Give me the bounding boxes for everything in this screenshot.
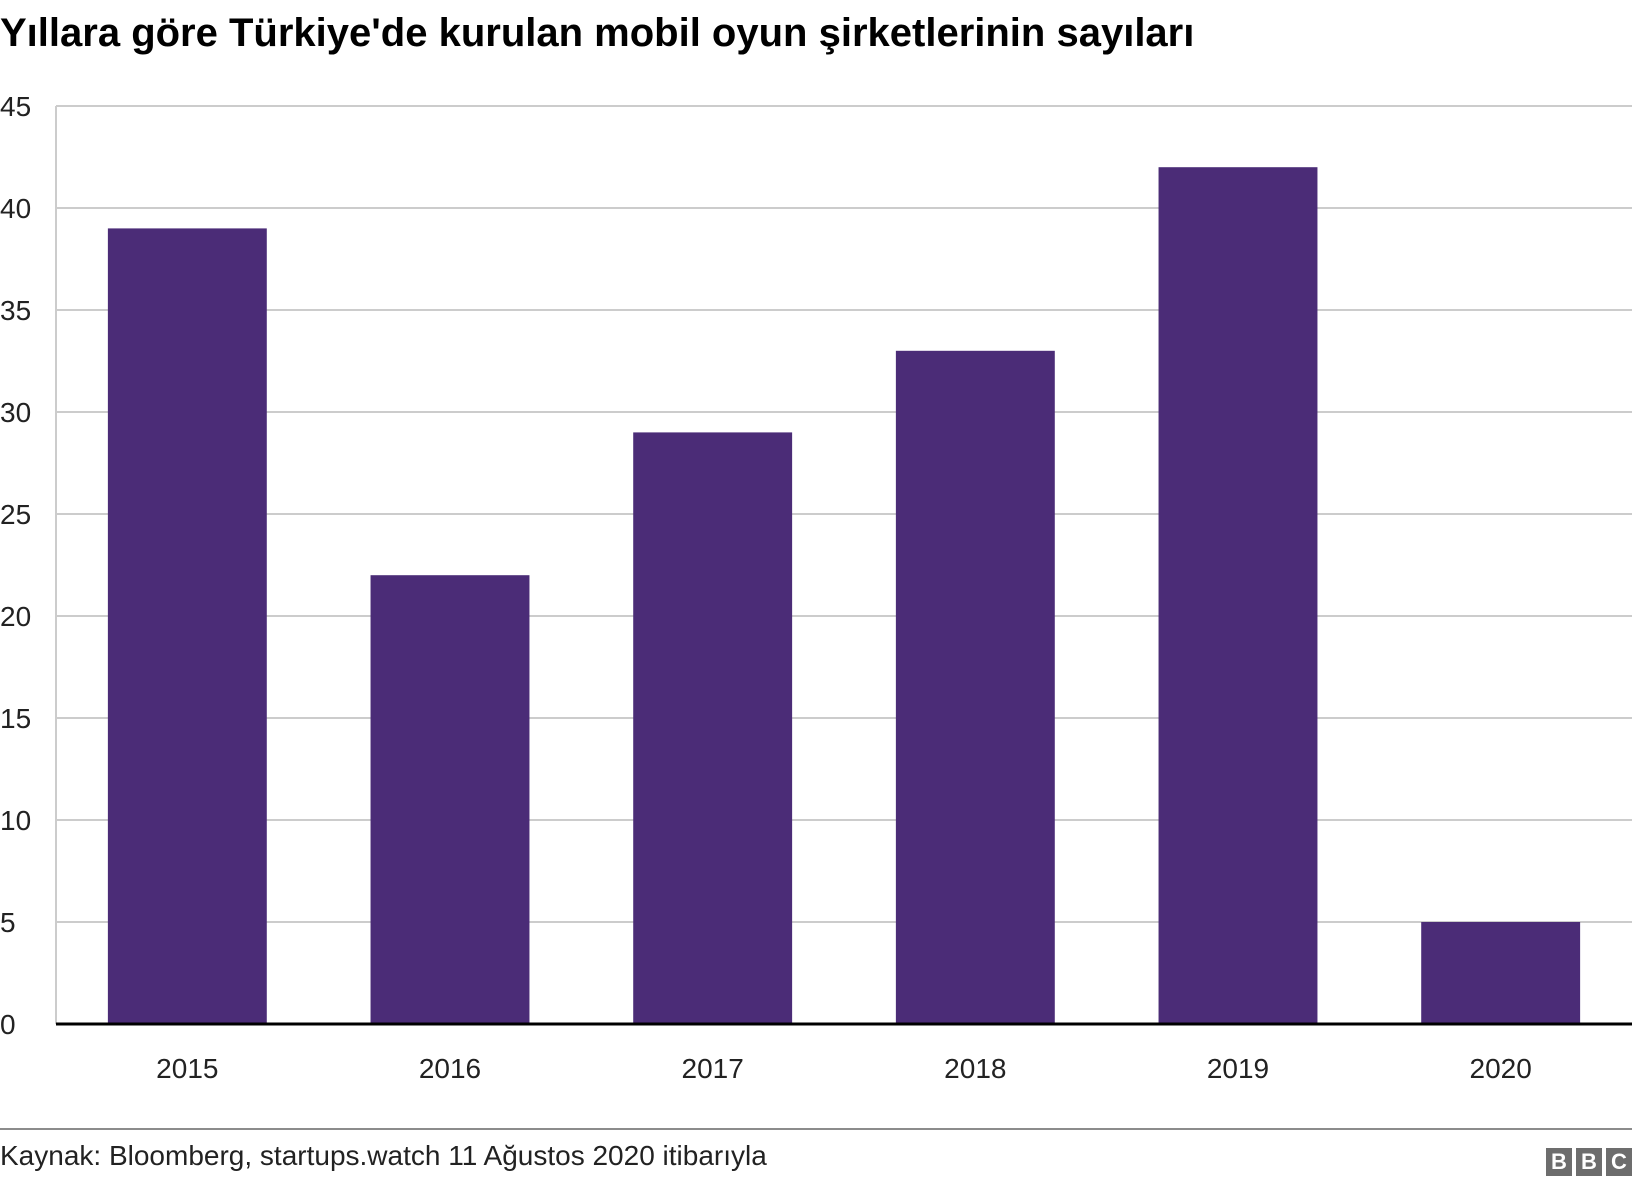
y-tick-label: 0 bbox=[0, 1009, 16, 1040]
bbc-logo-letter: C bbox=[1606, 1148, 1632, 1176]
y-tick-label: 25 bbox=[0, 499, 31, 530]
bbc-logo-letter: B bbox=[1576, 1148, 1602, 1176]
bar bbox=[1158, 167, 1318, 1024]
footer-divider bbox=[0, 1128, 1632, 1130]
bar bbox=[895, 350, 1055, 1024]
y-tick-label: 40 bbox=[0, 193, 31, 224]
bar bbox=[107, 228, 267, 1024]
x-tick-label: 2018 bbox=[944, 1053, 1006, 1084]
bbc-logo-letter: B bbox=[1546, 1148, 1572, 1176]
bar bbox=[633, 432, 793, 1024]
y-tick-label: 35 bbox=[0, 295, 31, 326]
bar bbox=[1421, 922, 1581, 1024]
x-tick-label: 2015 bbox=[156, 1053, 218, 1084]
y-tick-label: 20 bbox=[0, 601, 31, 632]
y-tick-label: 45 bbox=[0, 91, 31, 122]
x-tick-label: 2017 bbox=[682, 1053, 744, 1084]
y-tick-label: 10 bbox=[0, 805, 31, 836]
x-tick-label: 2016 bbox=[419, 1053, 481, 1084]
x-tick-label: 2019 bbox=[1207, 1053, 1269, 1084]
bars bbox=[107, 167, 1581, 1024]
x-tick-label: 2020 bbox=[1470, 1053, 1532, 1084]
x-axis-tick-labels: 2015 2016 2017 2018 2019 2020 bbox=[156, 1053, 1532, 1084]
y-axis-tick-labels: 0 5 10 15 20 25 30 35 40 45 bbox=[0, 91, 31, 1040]
bar bbox=[370, 575, 530, 1024]
y-tick-label: 5 bbox=[0, 907, 16, 938]
bbc-logo: B B C bbox=[1546, 1148, 1632, 1176]
gridlines bbox=[55, 105, 1632, 1024]
source-note: Kaynak: Bloomberg, startups.watch 11 Ağu… bbox=[0, 1140, 767, 1171]
y-tick-label: 15 bbox=[0, 703, 31, 734]
chart-title: Yıllara göre Türkiye'de kurulan mobil oy… bbox=[0, 11, 1195, 55]
y-tick-label: 30 bbox=[0, 397, 31, 428]
